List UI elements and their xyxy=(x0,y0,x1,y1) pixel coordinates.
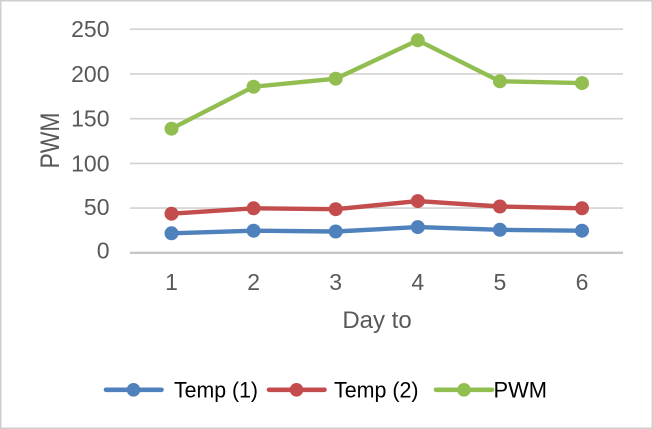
svg-text:0: 0 xyxy=(97,238,110,264)
svg-text:100: 100 xyxy=(71,150,109,176)
svg-text:Temp (2): Temp (2) xyxy=(334,378,419,403)
svg-text:6: 6 xyxy=(576,269,589,295)
svg-text:Day to: Day to xyxy=(342,307,411,334)
svg-text:2: 2 xyxy=(247,269,260,295)
svg-text:50: 50 xyxy=(84,194,110,220)
svg-text:200: 200 xyxy=(71,61,109,87)
svg-text:250: 250 xyxy=(71,16,109,42)
svg-text:4: 4 xyxy=(411,269,424,295)
svg-text:3: 3 xyxy=(329,269,342,295)
svg-text:1: 1 xyxy=(165,269,178,295)
svg-text:PWM: PWM xyxy=(494,378,548,403)
svg-text:150: 150 xyxy=(71,106,109,132)
svg-text:5: 5 xyxy=(494,269,507,295)
svg-text:Temp (1): Temp (1) xyxy=(174,378,258,403)
svg-text:PWM: PWM xyxy=(35,113,65,169)
